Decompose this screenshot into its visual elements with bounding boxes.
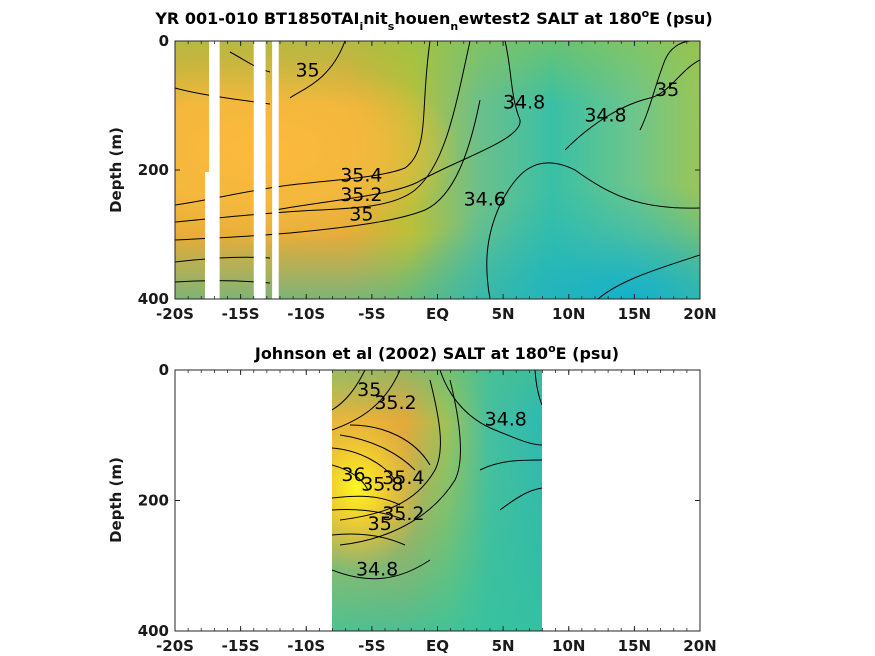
contour-label: 35.4 <box>340 165 382 187</box>
contour-label: 35 <box>368 513 392 535</box>
bottom-contour-35-4 <box>349 424 431 466</box>
x-tick-label: -10S <box>287 637 325 655</box>
top-contour-surface-left <box>229 51 271 73</box>
bottom-contour-35-2-low <box>339 379 441 521</box>
bottom-contour-34-8-top <box>439 370 542 446</box>
y-tick-label: 400 <box>138 622 169 640</box>
contour-label: 34.8 <box>485 408 527 430</box>
x-tick-label: 20N <box>683 637 716 655</box>
bottom-panel-title: Johnson et al (2002) SALT at 180oE (psu) <box>254 342 619 363</box>
bottom-contour-34-8-right2 <box>499 487 542 511</box>
contour-label: 35 <box>295 59 319 81</box>
contour-label: 35 <box>655 79 679 101</box>
bottom-contour-34-8-right <box>479 459 542 471</box>
x-tick-label: -20S <box>156 305 194 323</box>
x-tick-label: -10S <box>287 305 325 323</box>
bottom-field <box>332 370 542 631</box>
bottom-contour-35-2 <box>332 370 401 431</box>
y-tick-label: 200 <box>138 161 169 179</box>
top-contour-35-shallow <box>289 41 346 99</box>
contour-label: 36 <box>341 464 365 486</box>
y-tick-label: 0 <box>159 32 169 50</box>
bottom-y-axis-label: Depth (m) <box>107 457 125 543</box>
missing-data-column <box>253 41 266 299</box>
top-contour-34-8-left <box>274 41 521 211</box>
x-tick-label: -15S <box>222 305 260 323</box>
contour-label: 34.8 <box>356 559 398 581</box>
contour-label: 34.6 <box>464 188 506 210</box>
x-tick-label: 20N <box>683 305 716 323</box>
x-tick-label: -20S <box>156 637 194 655</box>
missing-data-columns <box>209 41 279 299</box>
bottom-contour-36 <box>332 464 369 491</box>
x-tick-label: 5N <box>492 305 515 323</box>
missing-data-column <box>209 41 220 299</box>
y-tick-label: 400 <box>138 290 169 308</box>
x-tick-label: -5S <box>358 637 385 655</box>
contour-label: 35.8 <box>361 474 403 496</box>
contour-label: 34.8 <box>584 105 626 127</box>
bottom-contour-35-8 <box>332 447 396 481</box>
bottom-contour-35 <box>332 370 366 411</box>
top-panel: YR 001-010 BT1850TAIinitshouennewtest2 S… <box>107 7 717 323</box>
bottom-y-ticks: 0 200 400 <box>138 361 700 640</box>
bottom-panel: Johnson et al (2002) SALT at 180oE (psu)… <box>107 342 717 655</box>
top-contour-34-8-right <box>564 59 700 151</box>
top-contour-34-6 <box>486 162 700 299</box>
top-contour-35-2 <box>175 41 471 223</box>
x-tick-label: 10N <box>552 637 585 655</box>
x-tick-label: -15S <box>222 637 260 655</box>
bottom-x-ticks: -20S -15S -10S -5S EQ 5N 10N 15N 20N <box>156 370 717 655</box>
contour-label: 35.2 <box>382 503 424 525</box>
top-panel-title: YR 001-010 BT1850TAIinitshouennewtest2 S… <box>154 7 712 33</box>
contour-label: 35.2 <box>374 392 416 414</box>
y-tick-label: 200 <box>138 492 169 510</box>
top-contour-34-8-deep <box>597 254 700 299</box>
bottom-contour-c <box>332 533 406 546</box>
x-tick-label: 10N <box>552 305 585 323</box>
x-tick-label: 15N <box>618 637 651 655</box>
contour-label: 35 <box>349 203 373 225</box>
missing-data-column <box>272 41 279 299</box>
x-tick-label: EQ <box>426 637 449 655</box>
contour-label: 35.2 <box>340 184 382 206</box>
bottom-contour-34-8-low <box>332 559 431 580</box>
bottom-contour-edge <box>534 370 542 406</box>
top-x-ticks: -20S -15S -10S -5S EQ 5N 10N 15N 20N <box>156 41 717 323</box>
y-tick-label: 0 <box>159 361 169 379</box>
top-y-axis-label: Depth (m) <box>107 127 125 213</box>
bottom-contour-b <box>332 509 406 521</box>
contour-label: 34.8 <box>503 92 545 114</box>
bottom-contour-a <box>332 495 401 506</box>
x-tick-label: 5N <box>492 637 515 655</box>
x-tick-label: EQ <box>426 305 449 323</box>
bottom-contour-35-6 <box>339 434 416 471</box>
contour-label: 35 <box>357 379 381 401</box>
contour-label: 35.4 <box>382 467 424 489</box>
x-tick-label: 15N <box>618 305 651 323</box>
top-contour-35 <box>175 99 481 241</box>
x-tick-label: -5S <box>358 305 385 323</box>
top-contour-35-right <box>639 41 691 131</box>
top-contour-35-4 <box>175 41 431 206</box>
top-field <box>175 41 700 299</box>
top-y-ticks: 0 200 400 <box>138 32 700 308</box>
